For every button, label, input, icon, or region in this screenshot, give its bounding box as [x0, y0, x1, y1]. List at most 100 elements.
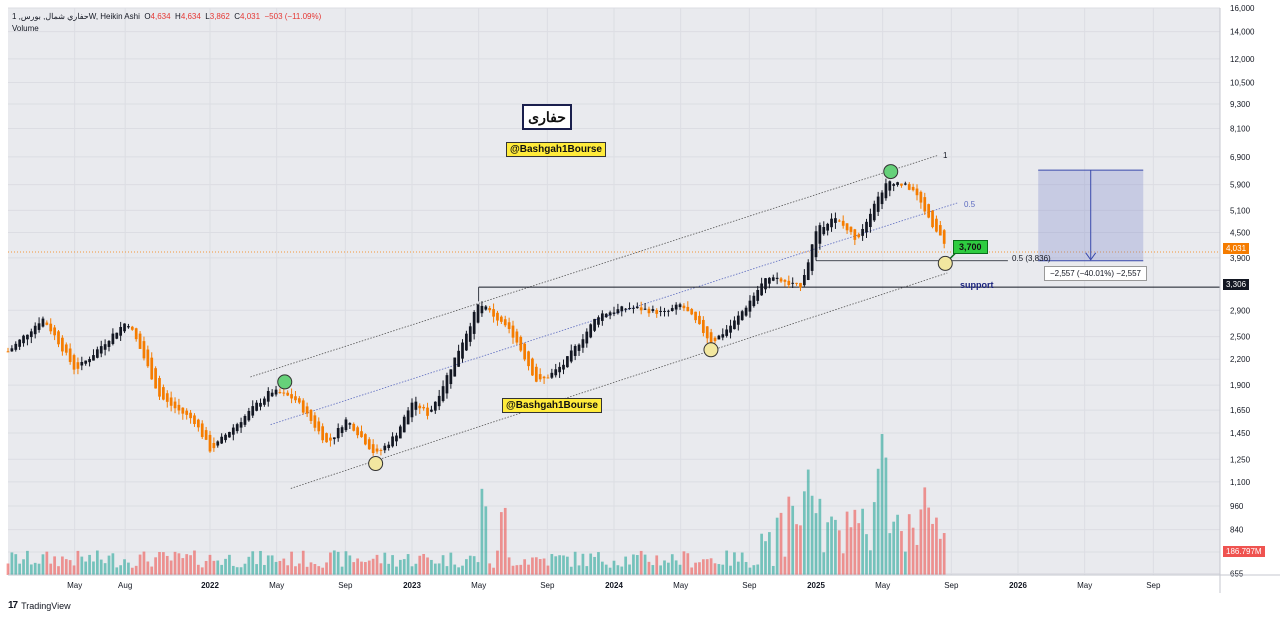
current-price-tag: 4,031: [1223, 243, 1250, 254]
interval[interactable]: W: [88, 12, 96, 21]
support-label: support: [960, 280, 994, 290]
candle-body: [259, 402, 262, 407]
candle-body: [581, 339, 585, 348]
candle-body: [787, 280, 791, 286]
candle-body: [162, 387, 165, 400]
candle-body: [659, 310, 662, 312]
volume-bar: [480, 488, 484, 575]
volume-bar: [95, 550, 99, 575]
candle-body: [301, 400, 305, 413]
y-tick-label: 14,000: [1230, 28, 1255, 37]
volume-bar: [884, 457, 888, 575]
candle-body: [379, 450, 383, 452]
candle-body: [247, 410, 251, 421]
volume-bar: [678, 564, 682, 575]
volume-bar: [49, 563, 53, 575]
volume-bar: [935, 517, 938, 575]
volume-bar: [150, 566, 154, 575]
candle-body: [717, 335, 721, 340]
symbol-name[interactable]: 1 ,حفاري شمال: [12, 12, 89, 21]
x-tick-label: Sep: [338, 581, 353, 590]
volume-bar: [84, 561, 88, 575]
y-tick-label: 2,900: [1230, 306, 1251, 315]
volume-bar: [651, 565, 655, 575]
candle-body: [99, 346, 103, 354]
candle-body: [744, 307, 748, 316]
candle-body: [92, 355, 95, 361]
volume-bar: [810, 495, 814, 575]
candle-body: [577, 344, 581, 351]
candle-body: [138, 333, 142, 349]
volume-bar: [701, 559, 705, 575]
y-tick-label: 960: [1230, 502, 1244, 511]
candle-body: [468, 326, 472, 342]
candle-body: [775, 277, 779, 280]
candle-body: [68, 348, 72, 362]
volume-bar: [488, 563, 492, 575]
volume-indicator-label[interactable]: Volume: [12, 24, 39, 33]
volume-bar: [538, 559, 542, 575]
candle-body: [628, 308, 631, 310]
y-tick-label: 1,450: [1230, 429, 1251, 438]
volume-bar: [748, 567, 752, 575]
volume-bar: [667, 562, 670, 575]
candle-body: [266, 390, 270, 402]
candle-body: [169, 397, 173, 406]
candle-body: [53, 327, 56, 336]
candle-body: [445, 375, 449, 394]
volume-bar: [196, 564, 200, 575]
candle-body: [111, 333, 115, 344]
volume-bar: [406, 554, 410, 575]
pivot-high-marker: [277, 374, 293, 390]
volume-bar: [10, 552, 14, 575]
volume-bar: [764, 541, 767, 575]
volume-bar: [127, 562, 130, 575]
volume-bar: [441, 555, 445, 575]
volume-bar: [604, 564, 608, 575]
candle-body: [406, 410, 410, 425]
volume-bar: [476, 562, 480, 575]
candle-body: [18, 339, 22, 347]
candle-body: [546, 377, 550, 379]
candle-body: [872, 203, 876, 221]
volume-bar: [45, 551, 49, 575]
volume-bar: [437, 563, 441, 575]
candle-body: [903, 183, 907, 185]
candle-body: [911, 186, 915, 191]
candle-body: [616, 309, 620, 314]
volume-bar: [99, 559, 103, 575]
candle-body: [321, 426, 325, 441]
candles: [6, 178, 946, 456]
volume-bar: [468, 555, 472, 575]
measure-arrow-head: [1085, 252, 1097, 261]
volume-bar: [193, 550, 196, 575]
open-value: 4,634: [150, 12, 171, 21]
volume-bar: [336, 551, 340, 575]
candle-body: [667, 310, 670, 312]
candle-body: [158, 378, 161, 397]
volume-bar: [620, 566, 624, 575]
volume-bar: [224, 558, 227, 575]
volume-bar: [768, 532, 771, 575]
candle-body: [461, 342, 464, 359]
candle-body: [725, 329, 729, 336]
volume-bar: [659, 565, 662, 575]
volume-bar: [228, 554, 231, 575]
volume-bar: [57, 566, 60, 575]
candle-body: [503, 319, 507, 326]
candle-body: [620, 306, 624, 312]
x-tick-label: Sep: [742, 581, 757, 590]
volume-bar: [690, 567, 694, 575]
volume-bar: [142, 551, 146, 575]
candle-body: [624, 308, 628, 310]
x-tick-label: May: [471, 581, 486, 590]
candle-body: [531, 358, 534, 376]
volume-bar: [888, 533, 892, 575]
candle-body: [14, 343, 18, 350]
chart-style[interactable]: Heikin Ashi: [100, 12, 140, 21]
candle-body: [604, 313, 608, 318]
volume-bar: [216, 560, 220, 575]
tradingview-brand[interactable]: 17 TradingView: [8, 600, 71, 611]
volume-bar: [247, 556, 251, 575]
